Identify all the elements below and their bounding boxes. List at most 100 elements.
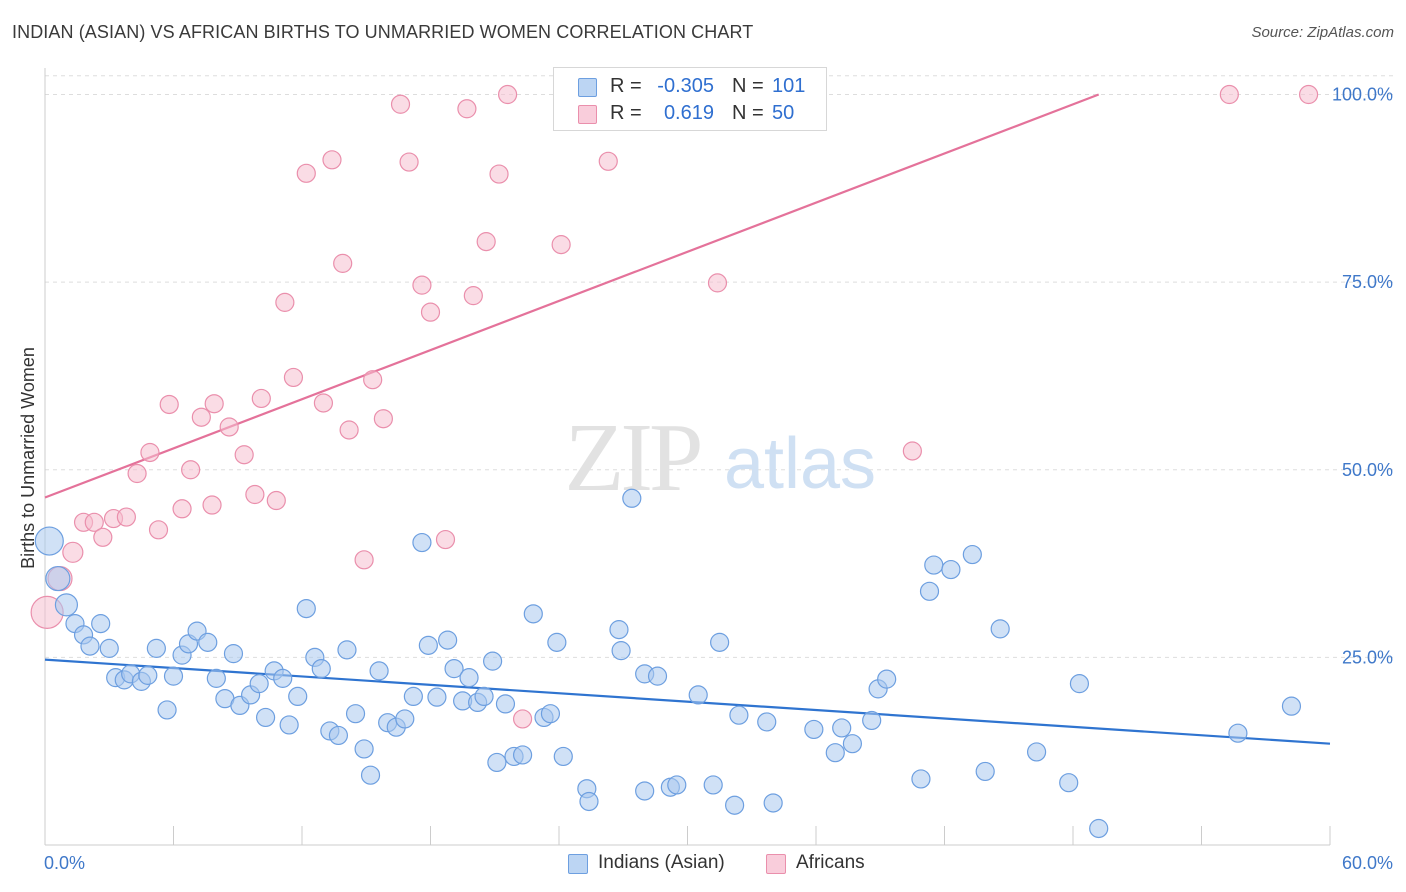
african-point [707, 273, 728, 293]
legend-row-africans: R = 0.619 N = 50 [554, 100, 826, 128]
y-tick-label: 75.0% [1342, 272, 1393, 292]
indian-point [395, 709, 415, 729]
legend-n-label: N = [732, 75, 764, 97]
indian-point [523, 604, 543, 624]
african-point [1219, 84, 1239, 105]
indian-point [757, 712, 777, 732]
indian-point [842, 734, 863, 754]
indian-point [710, 632, 730, 652]
indian-point [91, 614, 111, 634]
indian-point [877, 669, 897, 689]
indian-point [962, 544, 982, 565]
indian-point [495, 694, 516, 714]
indian-point [911, 769, 931, 789]
african-point [62, 541, 84, 563]
indian-point [1089, 818, 1109, 839]
y-tick-label: 25.0% [1342, 647, 1393, 667]
african-point [373, 409, 393, 429]
indian-point [975, 761, 995, 782]
correlation-legend: R = -0.305 N = 101 R = 0.619 N = 50 [553, 67, 827, 131]
african-point [181, 460, 201, 480]
indian-point [688, 685, 708, 705]
indian-point [703, 775, 723, 795]
indian-point [249, 674, 269, 694]
indian-point [444, 659, 464, 679]
african-point [313, 393, 334, 413]
indian-point [255, 707, 276, 728]
african-point [148, 520, 169, 540]
african-point [354, 550, 374, 570]
indian-point [296, 598, 316, 619]
indian-point [862, 710, 882, 731]
indian-point [99, 638, 119, 658]
indian-point [360, 765, 381, 785]
indian-point [825, 743, 845, 763]
watermark-atlas: atlas [724, 424, 876, 504]
indian-point [579, 791, 599, 812]
african-point [84, 512, 104, 532]
indian-point [206, 668, 226, 688]
indian-point [279, 715, 299, 735]
indian-point [763, 793, 783, 813]
indian-point [1069, 674, 1090, 694]
indian-point [990, 619, 1010, 639]
indian-point [941, 559, 961, 580]
indian-point [804, 719, 824, 740]
indian-point [459, 668, 479, 688]
african-point [172, 499, 192, 519]
african-point [498, 84, 518, 105]
legend-r-label: R = [610, 102, 642, 124]
indian-point [311, 659, 331, 679]
indian-point [1059, 773, 1079, 793]
african-point [322, 150, 342, 170]
african-point [339, 420, 359, 440]
legend-label-africans: Africans [796, 852, 865, 873]
african-point [399, 152, 419, 172]
indian-point [273, 668, 293, 688]
legend-n-value: 101 [772, 75, 806, 97]
african-point [435, 529, 456, 550]
african-point [512, 709, 533, 729]
axes [44, 68, 1331, 846]
indian-point [54, 593, 79, 617]
indian-point [412, 532, 432, 553]
indian-point [1026, 742, 1047, 762]
african-point [219, 417, 239, 437]
indian-point [487, 752, 507, 773]
indian-point [418, 635, 438, 655]
axis-labels: 25.0% 50.0% 75.0% 100.0% 0.0% 60.0% Births to … [18, 85, 1393, 873]
african-point [191, 407, 211, 427]
african-point [390, 94, 411, 114]
indian-point [729, 705, 749, 725]
african-point [902, 441, 922, 461]
indian-point [80, 636, 100, 656]
african-point [1298, 84, 1319, 105]
indian-point [1281, 696, 1302, 716]
legend-swatch-pink [766, 854, 786, 874]
african-point [202, 495, 222, 515]
legend-row-indians: R = -0.305 N = 101 [554, 73, 826, 101]
indian-point [725, 795, 745, 815]
african-point [251, 388, 271, 409]
y-axis-label: Births to Unmarried Women [18, 347, 38, 569]
legend-n-value: 50 [772, 102, 795, 124]
indian-point [45, 565, 71, 592]
indian-point [146, 638, 166, 658]
indian-point [611, 641, 631, 661]
indian-point [635, 781, 655, 801]
african-point [283, 367, 304, 388]
indian-point [924, 555, 944, 575]
indian-point [427, 687, 447, 707]
african-point [140, 442, 160, 463]
african-point [489, 164, 509, 184]
indian-point [622, 488, 642, 508]
indian-point [540, 704, 561, 724]
indian-point [328, 725, 349, 746]
indian-point [609, 620, 629, 640]
african-point [245, 484, 265, 505]
indian-point [553, 746, 573, 767]
african-point [333, 253, 353, 273]
x-tick-label: 0.0% [44, 853, 85, 873]
african-point [551, 235, 571, 255]
